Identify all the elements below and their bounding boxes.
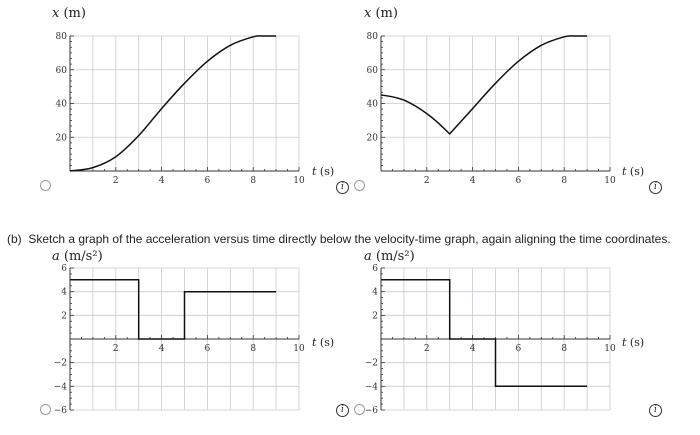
x-tick-label-xl: 4: [159, 176, 165, 186]
x-tick-label-xr: 8: [561, 176, 567, 186]
ylabel-x-left: x (m): [52, 6, 86, 21]
y-tick-label-ar: 4: [372, 288, 378, 298]
y-tick-label-xl: 80: [56, 32, 68, 42]
data-line-ar: [381, 279, 588, 388]
y-tick-label-xl: 40: [56, 100, 68, 110]
info-icon-3[interactable]: i: [336, 404, 349, 417]
x-tick-label-al: 6: [205, 344, 211, 354]
y-tick-label-al: 6: [61, 264, 67, 274]
x-tick-label-al: 2: [113, 344, 119, 354]
tlabel-x-right: t (s): [622, 165, 645, 178]
y-tick-label-xr: 20: [367, 133, 379, 143]
option-radio-4[interactable]: [354, 404, 365, 415]
x-tick-label-ar: 2: [424, 344, 430, 354]
y-tick-label-ar: 6: [372, 264, 378, 274]
x-tick-label-xl: 10: [293, 176, 305, 186]
ylabel-a-left: a (m/s²): [52, 249, 103, 264]
x-tick-label-ar: 10: [604, 344, 616, 354]
x-tick-label-al: 8: [250, 344, 256, 354]
data-line-xr: [380, 35, 588, 135]
y-tick-label-al: −2: [54, 359, 67, 369]
option-radio-2[interactable]: [354, 180, 365, 191]
option-radio-1[interactable]: [40, 180, 51, 191]
tlabel-x-left: t (s): [312, 165, 335, 178]
x-tick-label-xl: 2: [113, 176, 119, 186]
y-tick-label-al: 4: [61, 288, 67, 298]
data-line-xl: [69, 35, 277, 172]
y-tick-label-al: 2: [61, 311, 67, 321]
x-tick-label-al: 10: [293, 344, 305, 354]
y-tick-label-al: −6: [54, 406, 68, 416]
x-tick-label-xl: 8: [250, 176, 256, 186]
y-tick-label-xl: 60: [56, 66, 68, 76]
y-tick-label-ar: 2: [372, 311, 378, 321]
x-tick-label-xl: 6: [205, 176, 211, 186]
info-icon-4[interactable]: i: [649, 404, 662, 417]
info-icon-1[interactable]: i: [336, 181, 349, 194]
x-tick-label-xr: 2: [424, 176, 430, 186]
x-tick-label-ar: 8: [561, 344, 567, 354]
ylabel-x-right: x (m): [364, 6, 398, 21]
x-tick-label-xr: 4: [470, 176, 476, 186]
tlabel-a-right: t (s): [622, 336, 645, 349]
x-tick-label-xr: 6: [516, 176, 522, 186]
y-tick-label-ar: −2: [365, 359, 378, 369]
y-tick-label-ar: −6: [365, 406, 379, 416]
y-tick-label-xl: 20: [56, 133, 68, 143]
question-b: (b) Sketch a graph of the acceleration v…: [7, 232, 671, 246]
data-line-al: [70, 279, 277, 340]
info-icon-2[interactable]: i: [649, 181, 662, 194]
x-tick-label-ar: 4: [470, 344, 476, 354]
x-tick-label-xr: 10: [604, 176, 616, 186]
tlabel-a-left: t (s): [312, 336, 335, 349]
y-tick-label-xr: 80: [367, 32, 379, 42]
x-tick-label-al: 4: [159, 344, 165, 354]
y-tick-label-xr: 40: [367, 100, 379, 110]
y-tick-label-ar: −4: [365, 382, 379, 392]
ylabel-a-right: a (m/s²): [364, 249, 415, 264]
x-tick-label-ar: 6: [516, 344, 522, 354]
y-tick-label-al: −4: [54, 382, 68, 392]
option-radio-3[interactable]: [40, 404, 51, 415]
y-tick-label-xr: 60: [367, 66, 379, 76]
